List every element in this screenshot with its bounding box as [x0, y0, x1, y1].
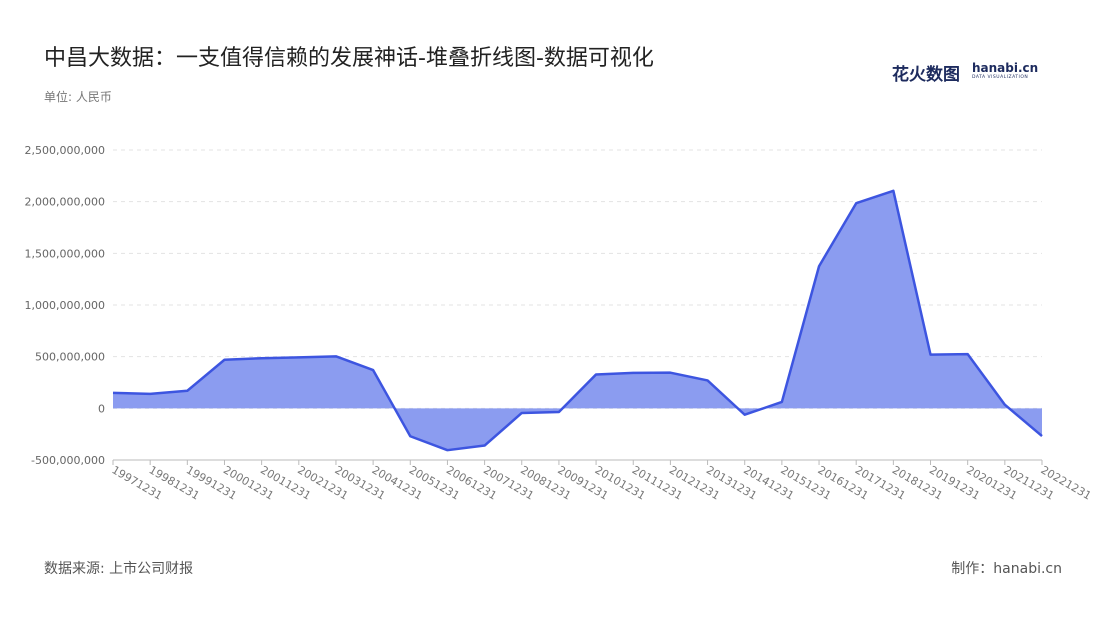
unit-label: 单位: 人民币	[44, 90, 112, 104]
y-tick-label: 0	[98, 402, 105, 415]
brand-tagline: DATA VISUALIZATION	[972, 75, 1029, 80]
chart-title: 中昌大数据：一支值得信赖的发展神话-堆叠折线图-数据可视化	[44, 46, 654, 71]
brand-name-cn: 花火数图	[892, 65, 960, 85]
data-source: 数据来源: 上市公司财报	[44, 561, 194, 577]
y-tick-label: 1,000,000,000	[25, 299, 105, 312]
x-axis	[112, 459, 1043, 465]
y-tick-label: -500,000,000	[31, 454, 105, 467]
y-tick-label: 2,500,000,000	[25, 144, 105, 157]
y-axis-labels: 2,500,000,000 2,000,000,000 1,500,000,000 1…	[25, 144, 105, 467]
data-area	[112, 189, 1043, 452]
y-tick-label: 2,000,000,000	[25, 196, 105, 209]
brand-name-en: hanabi.cn	[972, 61, 1039, 75]
y-tick-label: 1,500,000,000	[25, 247, 105, 260]
x-axis-labels: 1997123119981231199912312000123120011231…	[110, 463, 1094, 502]
credit-label: 制作：hanabi.cn	[951, 561, 1062, 577]
area-fill	[113, 190, 1042, 451]
brand-logo: 花火数图 hanabi.cn DATA VISUALIZATION	[892, 60, 1042, 85]
y-tick-label: 500,000,000	[35, 351, 105, 364]
series-line	[112, 189, 1043, 452]
